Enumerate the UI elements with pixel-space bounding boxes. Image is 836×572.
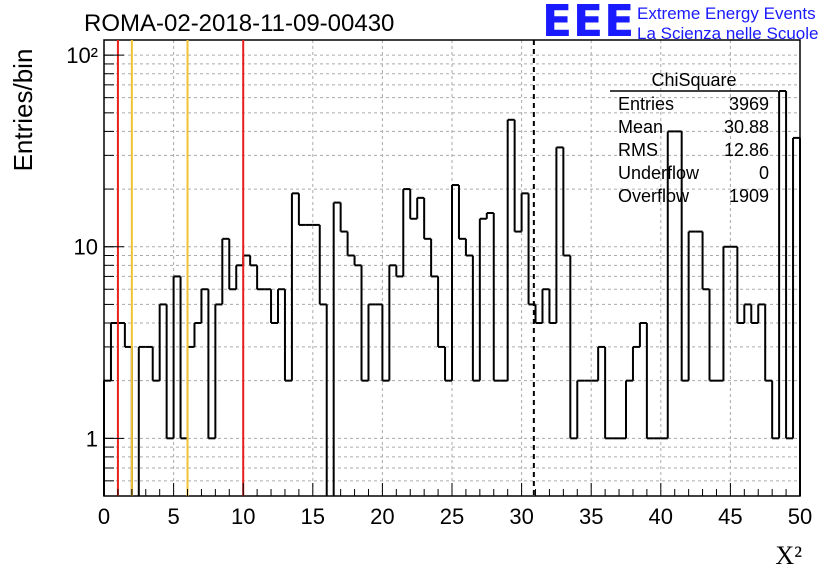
chart-title: ROMA-02-2018-11-09-00430	[84, 10, 395, 37]
x-tick-label: 40	[649, 504, 673, 529]
stats-value: 1909	[729, 186, 769, 206]
stats-value: 0	[759, 163, 769, 183]
x-tick-label: 35	[579, 504, 603, 529]
x-tick-label: 50	[788, 504, 812, 529]
stats-label: Mean	[618, 117, 663, 137]
x-tick-label: 20	[370, 504, 394, 529]
x-tick-label: 5	[167, 504, 179, 529]
y-tick-label: 1	[86, 426, 98, 451]
stats-value: 3969	[729, 94, 769, 114]
x-axis-label: X²	[775, 541, 802, 570]
y-axis-label: Entries/bin	[8, 49, 38, 172]
stats-label: RMS	[618, 140, 658, 160]
logo-line-2: La Scienza nelle Scuole	[637, 24, 819, 43]
stats-label: Overflow	[618, 186, 690, 206]
stats-label: Entries	[618, 94, 674, 114]
x-tick-label: 25	[440, 504, 464, 529]
y-tick-label: 10²	[66, 43, 98, 68]
logo-line-1: Extreme Energy Events	[637, 4, 816, 23]
x-tick-label: 15	[301, 504, 325, 529]
x-tick-label: 30	[509, 504, 533, 529]
stats-value: 30.88	[724, 117, 769, 137]
stats-value: 12.86	[724, 140, 769, 160]
x-tick-label: 0	[98, 504, 110, 529]
x-tick-label: 45	[718, 504, 742, 529]
eee-logo: EEE	[542, 0, 636, 47]
stats-title: ChiSquare	[651, 70, 736, 90]
x-tick-label: 10	[231, 504, 255, 529]
stats-label: Underflow	[618, 163, 700, 183]
y-tick-label: 10	[74, 235, 98, 260]
